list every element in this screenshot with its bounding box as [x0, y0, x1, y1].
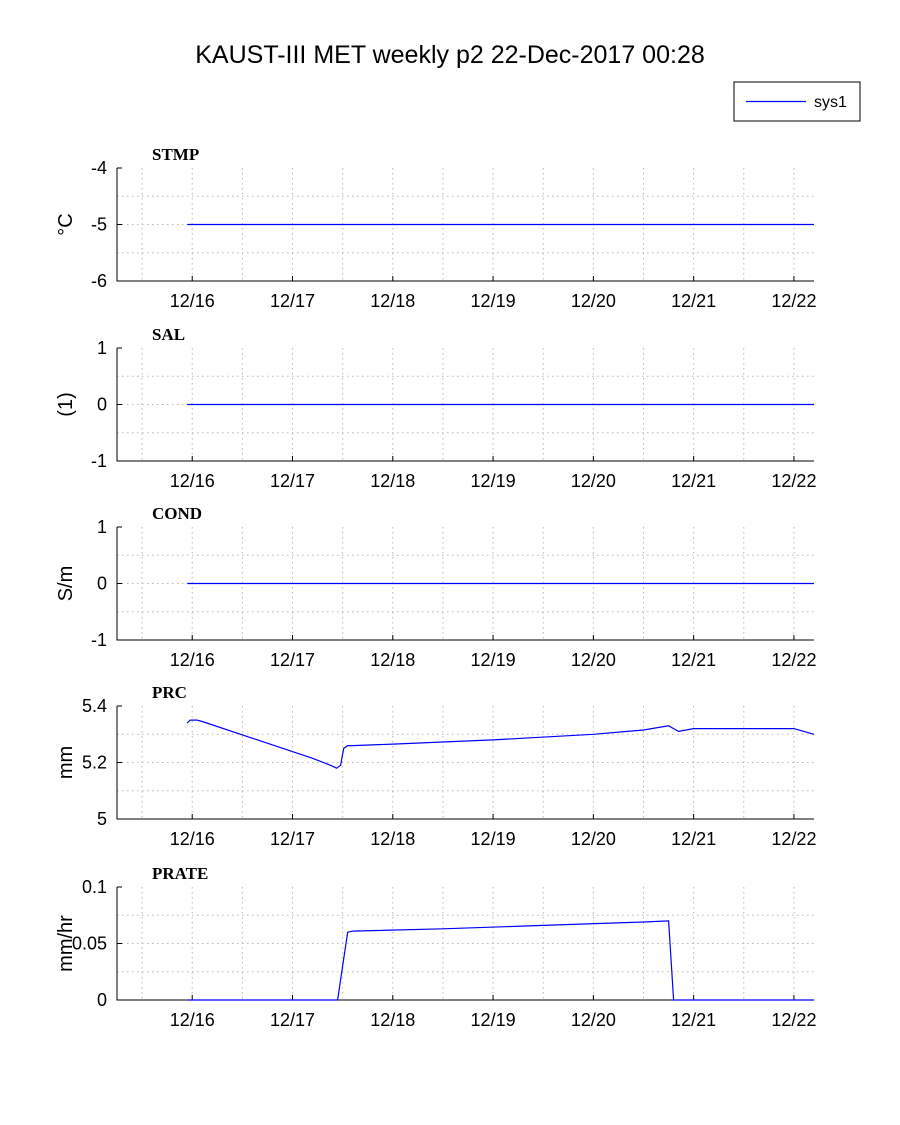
panel-label: PRC — [152, 683, 187, 702]
y-tick-label: 0 — [97, 395, 107, 415]
y-tick-label: -6 — [91, 271, 107, 291]
x-tick-label: 12/16 — [170, 471, 215, 491]
x-tick-label: 12/20 — [571, 650, 616, 670]
x-tick-label: 12/16 — [170, 650, 215, 670]
y-tick-label: -1 — [91, 451, 107, 471]
panel-prc: 12/16 12/17 12/18 12/19 12/20 12/21 12/22 5 5.2 5… — [55, 683, 816, 849]
x-tick-label: 12/20 — [571, 829, 616, 849]
x-tick-label: 12/21 — [671, 291, 716, 311]
x-tick-label: 12/21 — [671, 650, 716, 670]
y-axis-label: mm — [55, 746, 77, 779]
x-tick-label: 12/21 — [671, 829, 716, 849]
panel-label: PRATE — [152, 864, 208, 883]
y-axis-label: S/m — [55, 566, 77, 602]
panel-label: SAL — [152, 325, 185, 344]
y-tick-label: -4 — [91, 158, 107, 178]
y-tick-label: 0 — [97, 574, 107, 594]
x-tick-label: 12/17 — [270, 829, 315, 849]
panel-sal: 12/16 12/17 12/18 12/19 12/20 12/21 12/22 -1 0 1 (… — [55, 325, 816, 491]
x-tick-label: 12/20 — [571, 291, 616, 311]
x-tick-label: 12/22 — [771, 829, 816, 849]
panel-prate: 12/16 12/17 12/18 12/19 12/20 12/21 12/22 0 0.05… — [55, 864, 816, 1030]
x-tick-label: 12/20 — [571, 471, 616, 491]
y-tick-label: 0 — [97, 990, 107, 1010]
y-tick-label: 5 — [97, 809, 107, 829]
y-axis-label: (1) — [55, 392, 77, 416]
x-tick-label: 12/18 — [370, 291, 415, 311]
x-tick-label: 12/16 — [170, 829, 215, 849]
y-tick-label: -5 — [91, 215, 107, 235]
y-tick-label: -1 — [91, 630, 107, 650]
chart-title: KAUST-III MET weekly p2 22-Dec-2017 00:2… — [195, 41, 705, 69]
y-axis-label: °C — [55, 213, 77, 235]
x-tick-label: 12/21 — [671, 1010, 716, 1030]
x-tick-label: 12/22 — [771, 1010, 816, 1030]
x-tick-label: 12/17 — [270, 1010, 315, 1030]
legend-label: sys1 — [814, 94, 847, 111]
x-tick-label: 12/16 — [170, 291, 215, 311]
x-tick-label: 12/16 — [170, 1010, 215, 1030]
series-line-sys1 — [186, 719, 815, 769]
panel-cond: 12/16 12/17 12/18 12/19 12/20 12/21 12/22 -1 0 1 S… — [55, 504, 816, 670]
x-tick-label: 12/19 — [471, 291, 516, 311]
y-tick-label: 1 — [97, 517, 107, 537]
x-tick-label: 12/22 — [771, 650, 816, 670]
x-tick-label: 12/17 — [270, 471, 315, 491]
x-tick-label: 12/19 — [471, 650, 516, 670]
x-tick-label: 12/19 — [471, 1010, 516, 1030]
x-tick-label: 12/20 — [571, 1010, 616, 1030]
panel-label: COND — [152, 504, 202, 523]
x-tick-label: 12/22 — [771, 291, 816, 311]
axes — [116, 706, 814, 820]
y-axis-label: mm/hr — [55, 915, 77, 972]
x-tick-label: 12/18 — [370, 471, 415, 491]
y-tick-label: 5.2 — [82, 753, 107, 773]
y-tick-label: 5.4 — [82, 696, 107, 716]
x-tick-label: 12/17 — [270, 650, 315, 670]
x-tick-label: 12/22 — [771, 471, 816, 491]
x-tick-label: 12/18 — [370, 650, 415, 670]
series-line-sys1 — [187, 920, 814, 1001]
y-tick-label: 0.05 — [72, 934, 107, 954]
x-tick-label: 12/21 — [671, 471, 716, 491]
y-tick-label: 1 — [97, 338, 107, 358]
y-tick-label: 0.1 — [82, 877, 107, 897]
legend: sys1 — [733, 81, 861, 122]
axes — [116, 887, 814, 1001]
x-tick-label: 12/17 — [270, 291, 315, 311]
x-tick-label: 12/19 — [471, 829, 516, 849]
x-tick-label: 12/18 — [370, 1010, 415, 1030]
x-tick-label: 12/19 — [471, 471, 516, 491]
panel-stmp: 12/16 12/17 12/18 12/19 12/20 12/21 12/22 -6 -5 -… — [55, 145, 816, 311]
x-tick-label: 12/18 — [370, 829, 415, 849]
panel-label: STMP — [152, 145, 199, 164]
